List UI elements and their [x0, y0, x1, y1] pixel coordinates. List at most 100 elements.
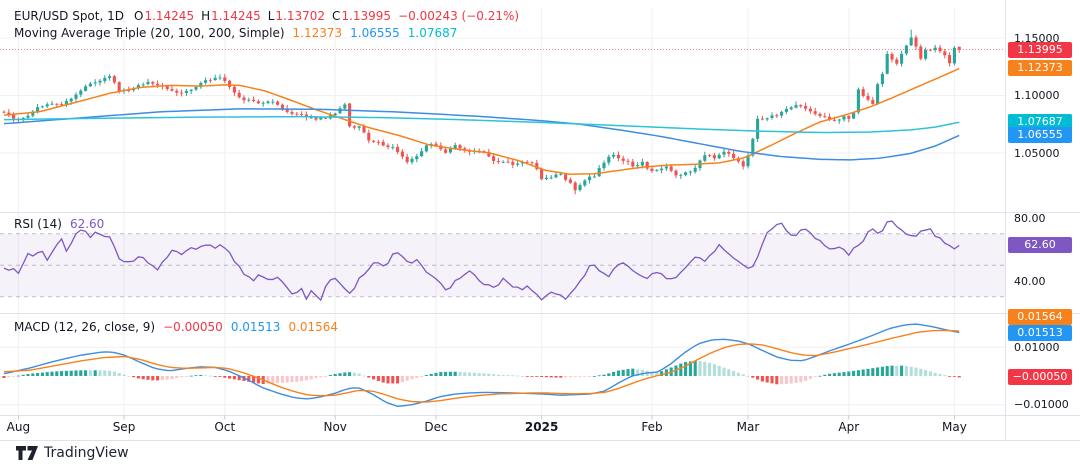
macd-histogram-bar	[204, 375, 208, 377]
candle-body	[880, 73, 884, 85]
macd-histogram-bar	[736, 372, 740, 376]
candle-body	[530, 162, 534, 164]
tradingview-logo[interactable]: TradingView	[16, 445, 129, 461]
macd-line	[3, 323, 960, 407]
macd-histogram-bar	[36, 373, 40, 376]
macd-line-value: 0.01513	[230, 320, 281, 334]
macd-histogram-bar	[544, 376, 548, 378]
price-badge: 1.06555	[1008, 127, 1072, 144]
macd-histogram-bar	[84, 370, 88, 376]
macd-histogram-bar	[79, 370, 83, 376]
macd-histogram-bar	[434, 372, 438, 376]
macd-histogram-bar	[501, 374, 505, 376]
time-axis-label: Aug	[6, 420, 31, 434]
macd-histogram-bar	[463, 372, 467, 376]
candle-body	[112, 76, 116, 83]
time-axis[interactable]: Aug Sep Oct Nov Dec 2025 Feb Mar Apr May	[0, 415, 1005, 440]
macd-histogram-bar	[583, 376, 587, 377]
macd-histogram-bar	[40, 372, 44, 376]
macd-histogram-bar	[943, 375, 947, 376]
macd-histogram-bar	[616, 370, 620, 376]
macd-histogram-bar	[717, 365, 721, 376]
candle-body	[626, 160, 630, 162]
macd-histogram-bar	[612, 371, 616, 376]
macd-histogram-bar	[300, 376, 304, 382]
candle-body	[276, 101, 280, 105]
macd-histogram-bar	[314, 376, 318, 379]
macd-histogram-bar	[271, 376, 275, 384]
rsi-legend[interactable]: RSI (14) 62.60	[14, 217, 104, 231]
macd-histogram-bar	[180, 376, 184, 378]
macd-histogram-bar	[184, 376, 188, 377]
change-value: −0.00243 (−0.21%)	[398, 9, 520, 23]
macd-histogram-bar	[146, 376, 150, 380]
ma-legend[interactable]: Moving Average Triple (20, 100, 200, Sim…	[14, 26, 465, 40]
candle-body	[842, 116, 846, 120]
candle-body	[343, 104, 347, 109]
candle-body	[396, 147, 400, 152]
rsi-value: 62.60	[69, 217, 105, 231]
macd-histogram-bar	[472, 372, 476, 376]
macd-histogram-bar	[799, 376, 803, 383]
candle-body	[410, 158, 414, 163]
macd-histogram-bar	[93, 370, 97, 376]
candle-body	[204, 80, 208, 83]
macd-histogram-bar	[530, 376, 534, 377]
candle-body	[948, 55, 952, 64]
macd-histogram-bar	[295, 376, 299, 382]
macd-histogram-bar	[228, 376, 232, 379]
macd-histogram-bar	[439, 371, 443, 376]
candle-body	[559, 174, 563, 176]
candle-body	[736, 158, 740, 162]
ma100-line	[3, 108, 960, 161]
macd-histogram-bar	[477, 373, 481, 376]
macd-histogram-bar	[74, 370, 78, 376]
macd-histogram-bar	[904, 365, 908, 376]
macd-histogram-bar	[933, 372, 937, 376]
candle-body	[285, 108, 289, 112]
candle-body	[847, 116, 851, 119]
macd-histogram-bar	[45, 372, 49, 376]
macd-histogram-bar	[381, 376, 385, 383]
close-value: 1.13995	[341, 9, 392, 23]
macd-histogram-bar	[760, 376, 764, 382]
candle-body	[808, 108, 812, 112]
candle-body	[309, 117, 313, 119]
candle-body	[708, 155, 712, 157]
macd-histogram-bar	[746, 375, 750, 377]
candle-body	[780, 111, 784, 116]
macd-histogram-bar	[50, 371, 54, 376]
macd-histogram-bar	[592, 375, 596, 377]
high-label: H	[201, 9, 211, 23]
macd-legend[interactable]: MACD (12, 26, close, 9) −0.00050 0.01513 0.…	[14, 320, 346, 334]
macd-histogram-bar	[7, 376, 11, 378]
candle-body	[919, 46, 923, 59]
candle-body	[79, 90, 83, 95]
candle-body	[712, 155, 716, 159]
macd-histogram-bar	[698, 360, 702, 376]
candle-body	[448, 148, 452, 153]
candle-body	[151, 81, 155, 84]
candle-body	[31, 111, 35, 116]
macd-histogram-bar	[564, 376, 568, 378]
candle-body	[852, 112, 856, 119]
macd-histogram-bar	[213, 376, 217, 377]
axis-tick-label: 80.00	[1014, 211, 1046, 225]
macd-histogram-bar	[837, 372, 841, 376]
price-axis[interactable]: 1.15000 1.10000 1.05000 80.00 40.00 0.01000 −0…	[1005, 0, 1080, 440]
macd-histogram-bar	[765, 376, 769, 383]
tradingview-wordmark: TradingView	[44, 445, 129, 461]
macd-histogram-bar	[770, 376, 774, 384]
candle-body	[7, 112, 11, 115]
symbol-legend[interactable]: EUR/USD Spot, 1D O1.14245 H1.14245 L1.13702…	[14, 9, 519, 23]
candle-body	[280, 104, 284, 109]
candle-body	[376, 141, 380, 143]
macd-histogram-bar	[664, 369, 668, 376]
candle-body	[664, 166, 668, 169]
candle-body	[837, 119, 841, 121]
macd-histogram-bar	[199, 374, 203, 376]
macd-histogram-bar	[631, 368, 635, 376]
candle-body	[804, 106, 808, 109]
macd-histogram-bar	[285, 376, 289, 383]
